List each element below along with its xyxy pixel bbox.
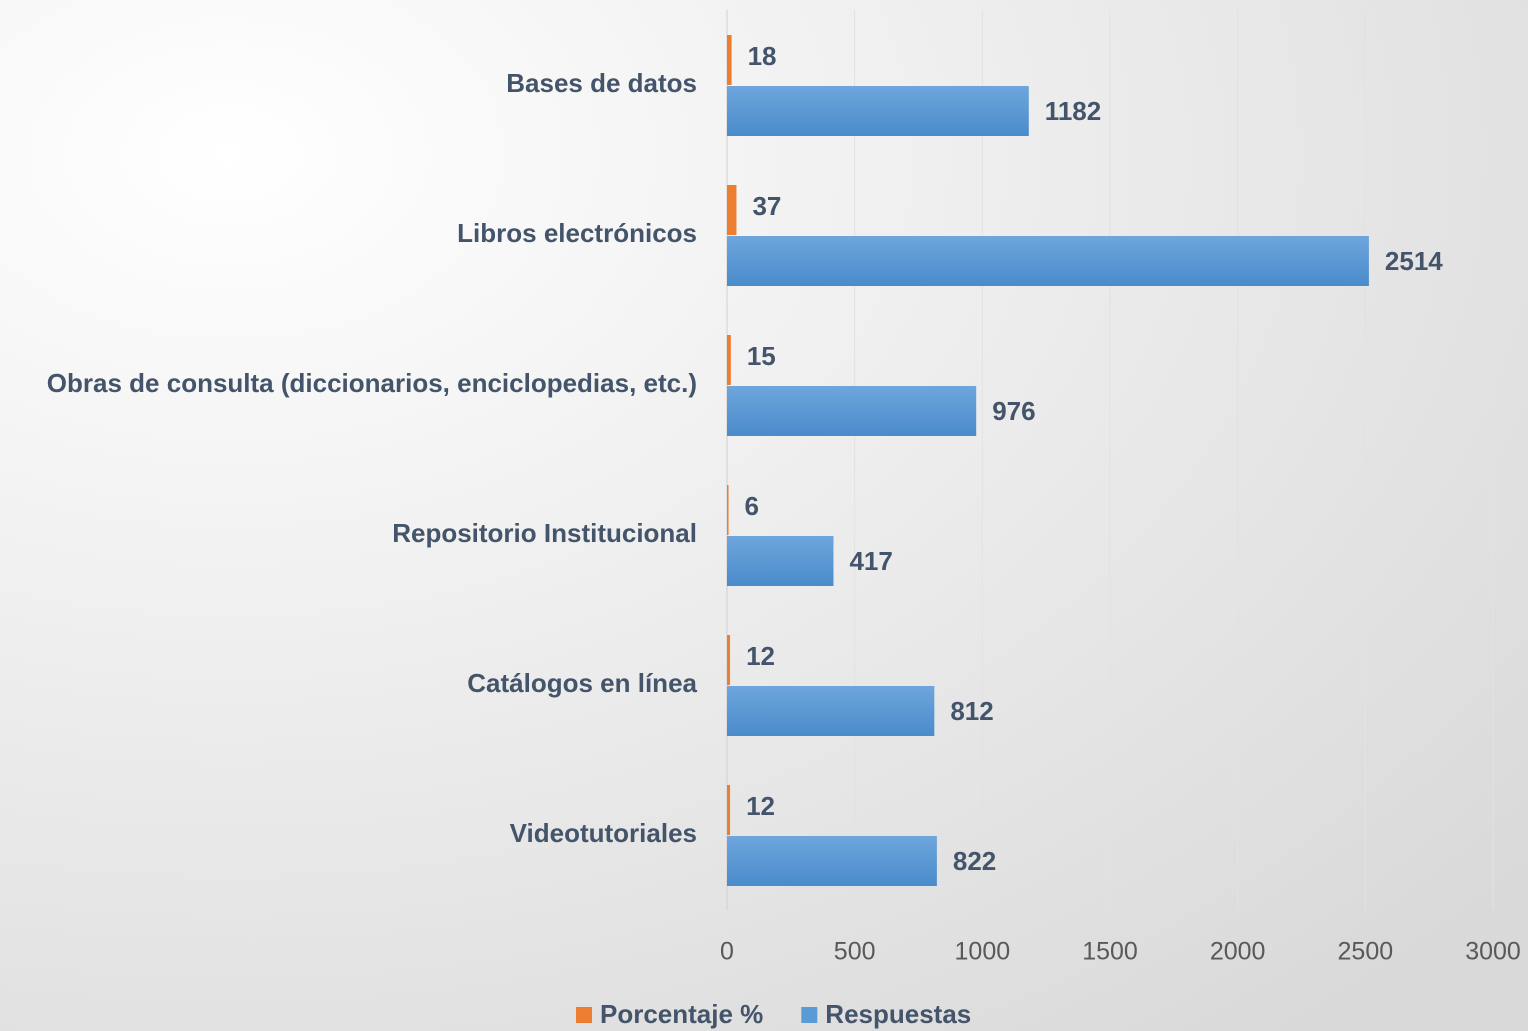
x-tick-label: 2500 — [1338, 938, 1394, 966]
bar — [727, 86, 1029, 136]
bar — [727, 836, 937, 886]
bar — [727, 785, 731, 835]
y-tick-label: Obras de consulta (diccionarios, enciclo… — [47, 368, 697, 398]
data-label: 12 — [746, 791, 775, 821]
y-tick-label: Libros electrónicos — [457, 218, 697, 248]
data-label: 12 — [746, 641, 775, 671]
legend-swatch — [801, 1007, 818, 1023]
data-label: 37 — [752, 191, 781, 221]
x-tick-label: 500 — [834, 938, 876, 966]
bar — [727, 686, 935, 736]
bar — [727, 236, 1369, 286]
y-tick-label: Catálogos en línea — [467, 668, 697, 698]
bar — [727, 35, 732, 85]
y-tick-label: Bases de datos — [506, 68, 697, 98]
bar — [727, 335, 731, 385]
data-label: 812 — [950, 696, 993, 726]
data-label: 6 — [745, 491, 759, 521]
x-tick-label: 3000 — [1465, 938, 1521, 966]
bar — [727, 536, 834, 586]
bar — [727, 386, 977, 436]
bar — [727, 635, 731, 685]
x-tick-label: 0 — [720, 938, 734, 966]
x-tick-label: 1000 — [955, 938, 1011, 966]
data-label: 417 — [849, 546, 892, 576]
x-tick-label: 2000 — [1210, 938, 1266, 966]
data-label: 822 — [953, 846, 996, 876]
data-label: 976 — [992, 396, 1035, 426]
bar — [727, 185, 737, 235]
y-tick-label: Videotutoriales — [510, 818, 697, 848]
data-label: 18 — [748, 41, 777, 71]
bar — [727, 485, 729, 535]
data-label: 1182 — [1045, 96, 1101, 126]
y-tick-label: Repositorio Institucional — [392, 518, 697, 548]
legend-label: Porcentaje % — [600, 999, 763, 1029]
legend-label: Respuestas — [825, 999, 971, 1029]
data-label: 2514 — [1385, 246, 1443, 276]
data-label: 15 — [747, 341, 776, 371]
legend-swatch — [576, 1007, 592, 1023]
x-tick-label: 1500 — [1082, 938, 1138, 966]
